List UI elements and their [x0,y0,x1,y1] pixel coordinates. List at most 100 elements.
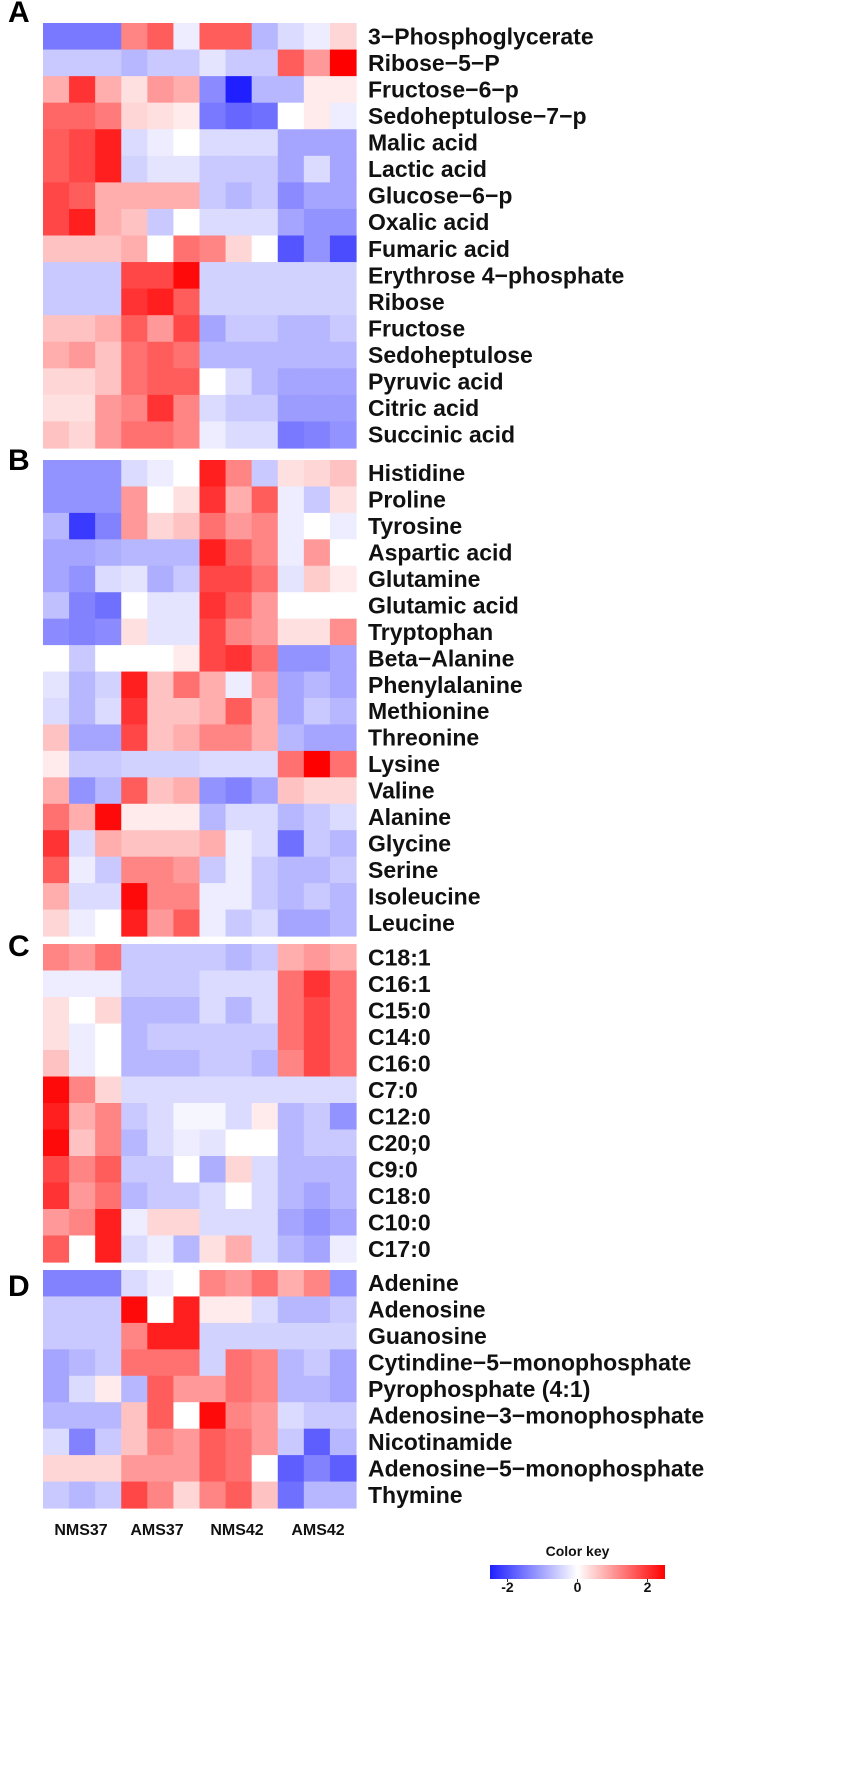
heatmap-cell [303,1455,331,1483]
heatmap-cell [173,592,201,620]
heatmap-cell [303,512,331,540]
heatmap-cell [199,1349,227,1377]
heatmap-cell [303,49,331,77]
heatmap-cell [69,262,96,290]
heatmap-cell [277,1103,305,1131]
heatmap-cell [43,262,70,290]
heatmap-cell [329,997,357,1025]
heatmap-cell [147,1402,175,1430]
heatmap-cell [225,486,253,514]
heatmap-cell [329,830,357,858]
heatmap-cell [147,698,175,726]
heatmap-cell [147,997,175,1025]
heatmap-cell [173,1455,201,1483]
heatmap-cell [121,288,148,316]
heatmap-cell [199,1375,227,1403]
heatmap-cell [225,883,253,911]
heatmap-cell [251,830,279,858]
heatmap-cell [69,944,96,972]
row-label: Succinic acid [368,422,515,448]
heatmap-cell [95,1209,122,1237]
heatmap-cell [147,1428,175,1456]
heatmap-cell [43,129,70,157]
heatmap-cell [251,23,279,51]
heatmap-cell [43,1023,70,1051]
heatmap-cell [95,944,122,972]
heatmap-cell [173,909,201,937]
heatmap-cell [225,102,253,130]
heatmap-cell [329,1023,357,1051]
row-label: Adenosine−3−monophosphate [368,1402,704,1428]
heatmap-cell [225,235,253,263]
heatmap-cell [121,23,148,51]
heatmap-cell [225,421,253,449]
heatmap-cell [147,618,175,646]
heatmap-cell [225,539,253,567]
heatmap-cell [173,23,201,51]
heatmap-cell [329,155,357,183]
row-label: Adenosine [368,1297,486,1323]
heatmap-cell [251,1270,279,1298]
heatmap-cell [199,155,227,183]
heatmap-cell [303,315,331,343]
heatmap-cell [95,23,122,51]
heatmap-cell [147,368,175,396]
heatmap-cell [329,368,357,396]
heatmap-cell [173,671,201,699]
heatmap-cell [277,394,305,423]
heatmap-cell [277,129,305,157]
heatmap-cell [225,1076,253,1104]
heatmap-cell [225,830,253,858]
heatmap-cell [147,970,175,998]
heatmap-cell [121,1455,148,1483]
heatmap-cell [225,698,253,726]
row-label: Valine [368,778,434,804]
heatmap-cell [303,460,331,488]
heatmap-cell [69,750,96,778]
heatmap-cell [251,539,279,567]
heatmap-cell [303,565,331,593]
heatmap-cell [199,76,227,104]
heatmap-cell [303,970,331,998]
row-label: Adenosine−5−monophosphate [368,1455,704,1481]
heatmap-cell [225,23,253,51]
heatmap-cell [225,856,253,884]
heatmap-cell [303,883,331,911]
heatmap-cell [225,394,253,423]
heatmap-cell [43,208,70,237]
heatmap-cell [95,262,122,290]
heatmap-cell [147,1481,175,1509]
heatmap-cell [199,460,227,488]
heatmap-cell [277,1235,305,1263]
heatmap-cell [69,909,96,937]
heatmap-cell [199,49,227,77]
heatmap-cell [277,1455,305,1483]
heatmap-cell [303,1270,331,1298]
heatmap-cell [277,208,305,237]
heatmap-cell [147,182,175,210]
heatmap-cell [329,23,357,51]
heatmap-cell [147,750,175,778]
heatmap-cell [43,486,70,514]
heatmap-cell [199,750,227,778]
heatmap-cell [69,803,96,831]
heatmap-cell [147,155,175,183]
heatmap-cell [147,1050,175,1078]
heatmap-cell [43,1050,70,1078]
heatmap-cell [251,777,279,805]
heatmap-cell [121,997,148,1025]
heatmap-cell [199,1209,227,1237]
heatmap-cell [147,724,175,752]
heatmap-cell [147,23,175,51]
heatmap-cell [303,1235,331,1263]
heatmap-cell [329,1103,357,1131]
heatmap-cell [69,49,96,77]
heatmap-cell [303,1349,331,1377]
heatmap-cell [225,592,253,620]
heatmap-cell [121,1428,148,1456]
row-label: Beta−Alanine [368,645,514,671]
heatmap-cell [69,102,96,130]
heatmap-cell [251,421,279,449]
heatmap-cell [277,1129,305,1157]
heatmap-cell [225,315,253,343]
